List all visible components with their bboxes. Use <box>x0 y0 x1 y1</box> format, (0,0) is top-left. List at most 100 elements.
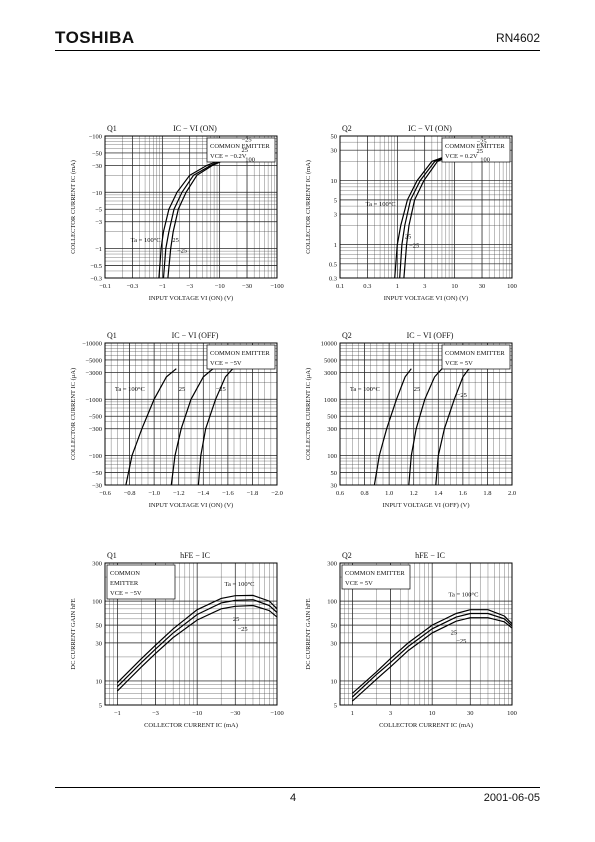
y-tick-label: −100 <box>89 453 102 460</box>
series-line-0 <box>352 609 513 694</box>
y-tick-label: −0.5 <box>90 263 102 270</box>
condition-text: VCE = 5V <box>345 580 373 587</box>
chart-tag: Q2 <box>342 551 352 560</box>
chart-tag: Q1 <box>107 551 117 560</box>
x-tick-label: −1 <box>159 283 166 290</box>
curve-label: Ta = 100°C <box>366 201 396 208</box>
brand-logo: TOSHIBA <box>55 28 135 47</box>
x-tick-label: 3 <box>423 283 426 290</box>
plot-frame <box>104 562 278 706</box>
y-tick-label: 30 <box>331 483 338 490</box>
x-tick-label: 10 <box>429 710 436 717</box>
x-tick-label: 100 <box>507 283 517 290</box>
curve-label: −25 <box>238 626 248 633</box>
x-tick-label: 1.6 <box>459 490 468 497</box>
y-axis-label: DC CURRENT GAIN hFE <box>305 598 312 669</box>
x-tick-label: −1.4 <box>197 490 210 497</box>
x-tick-label: −3 <box>186 283 193 290</box>
page-number: 4 <box>290 792 297 804</box>
footer-date: 2001-06-05 <box>483 792 540 804</box>
condition-text: VCE = −5V <box>110 590 142 597</box>
y-tick-label: 10 <box>96 678 103 685</box>
conditions-box <box>206 137 276 163</box>
x-tick-label: 30 <box>467 710 474 717</box>
series-line-0 <box>125 368 177 486</box>
x-tick-label: −1.8 <box>247 490 259 497</box>
y-tick-label: −10000 <box>82 341 102 348</box>
y-tick-label: 5 <box>99 703 102 710</box>
plot-frame <box>104 135 278 279</box>
plot-frame <box>339 562 513 706</box>
y-tick-label: 3 <box>334 212 337 219</box>
y-tick-label: 50 <box>331 134 338 141</box>
series-line-2 <box>116 604 278 692</box>
series-line-2 <box>167 151 240 279</box>
series-line-2 <box>351 617 513 702</box>
x-tick-label: −1.6 <box>222 490 235 497</box>
curve-label: Ta = 100°C <box>131 237 161 244</box>
plot-frame <box>339 342 513 486</box>
y-axis-label: COLLECTOR CURRENT IC (μA) <box>70 368 77 460</box>
condition-text: COMMON EMITTER <box>210 350 270 357</box>
x-tick-label: 3 <box>389 710 392 717</box>
y-tick-label: 1000 <box>324 397 337 404</box>
curve-label: 25 <box>241 147 248 154</box>
chart-q1-hfe-ic: −1 −3 −10 −30 −100 5 10 30 50 100 300 Q1 hFE − IC COL… <box>70 551 284 729</box>
condition-text: COMMON <box>110 570 140 577</box>
y-tick-label: −5 <box>95 207 102 214</box>
curve-label: 25 <box>451 630 458 637</box>
condition-text: COMMON EMITTER <box>445 143 505 150</box>
curve-label: 25 <box>233 616 240 623</box>
chart-q2-ic-vi-off: 0.6 0.8 1.0 1.2 1.4 1.6 1.8 2.0 30 50 100 300 500 100… <box>305 331 516 509</box>
y-axis-label: DC CURRENT GAIN hFE <box>70 598 77 669</box>
x-tick-label: −100 <box>270 710 283 717</box>
y-tick-label: 5 <box>334 197 337 204</box>
curve-label: −25 <box>476 139 486 146</box>
y-tick-label: 100 <box>327 599 337 606</box>
curve-label: Ta = 100°C <box>448 591 478 598</box>
series-line-1 <box>170 368 214 486</box>
part-number: RN4602 <box>495 31 540 45</box>
curve-label: −25 <box>456 638 466 645</box>
y-tick-label: −500 <box>89 414 102 421</box>
curve-label: 100 <box>245 157 255 164</box>
condition-text: COMMON EMITTER <box>445 350 505 357</box>
condition-text: COMMON EMITTER <box>210 143 270 150</box>
x-tick-label: −0.1 <box>99 283 111 290</box>
curve-label: 25 <box>405 233 412 240</box>
chart-title: IC − VI (ON) <box>408 124 452 133</box>
curve-label: 100 <box>480 156 490 163</box>
x-tick-label: −0.6 <box>99 490 112 497</box>
x-tick-label: 30 <box>479 283 486 290</box>
x-tick-label: −1.0 <box>148 490 160 497</box>
y-tick-label: 10 <box>331 178 338 185</box>
condition-text: COMMON EMITTER <box>345 570 405 577</box>
x-tick-label: −2.0 <box>271 490 283 497</box>
y-tick-label: −10 <box>92 190 102 197</box>
x-tick-label: 1.2 <box>410 490 418 497</box>
y-tick-label: −0.3 <box>90 276 102 283</box>
x-tick-label: 1.4 <box>434 490 443 497</box>
y-tick-label: 10000 <box>321 341 337 348</box>
chart-tag: Q2 <box>342 124 352 133</box>
y-tick-label: 30 <box>331 640 338 647</box>
x-axis-label: COLLECTOR CURRENT IC (mA) <box>379 722 473 729</box>
chart-q1-ic-vi-on: −0.1 −0.3 −1 −3 −10 −30 −100−0.3−0.5−1−3−5−10−… <box>70 124 284 302</box>
x-tick-label: −30 <box>242 283 252 290</box>
y-tick-label: 300 <box>327 561 337 568</box>
chart-tag: Q2 <box>342 331 352 340</box>
curve-label: 25 <box>414 386 421 393</box>
x-axis-label: INPUT VOLTAGE VI (OFF) (V) <box>383 502 470 509</box>
conditions-box <box>206 344 276 370</box>
header-rule <box>55 50 540 51</box>
condition-text: VCE = 0.2V <box>445 153 478 160</box>
footer-rule <box>55 787 540 788</box>
conditions-box <box>441 344 511 370</box>
x-tick-label: −30 <box>230 710 240 717</box>
curve-label: Ta = 100°C <box>225 581 255 588</box>
curve-label: 25 <box>476 148 483 155</box>
chart-title: hFE − IC <box>180 551 210 560</box>
x-tick-label: −0.3 <box>126 283 138 290</box>
condition-text: VCE = −5V <box>210 360 242 367</box>
